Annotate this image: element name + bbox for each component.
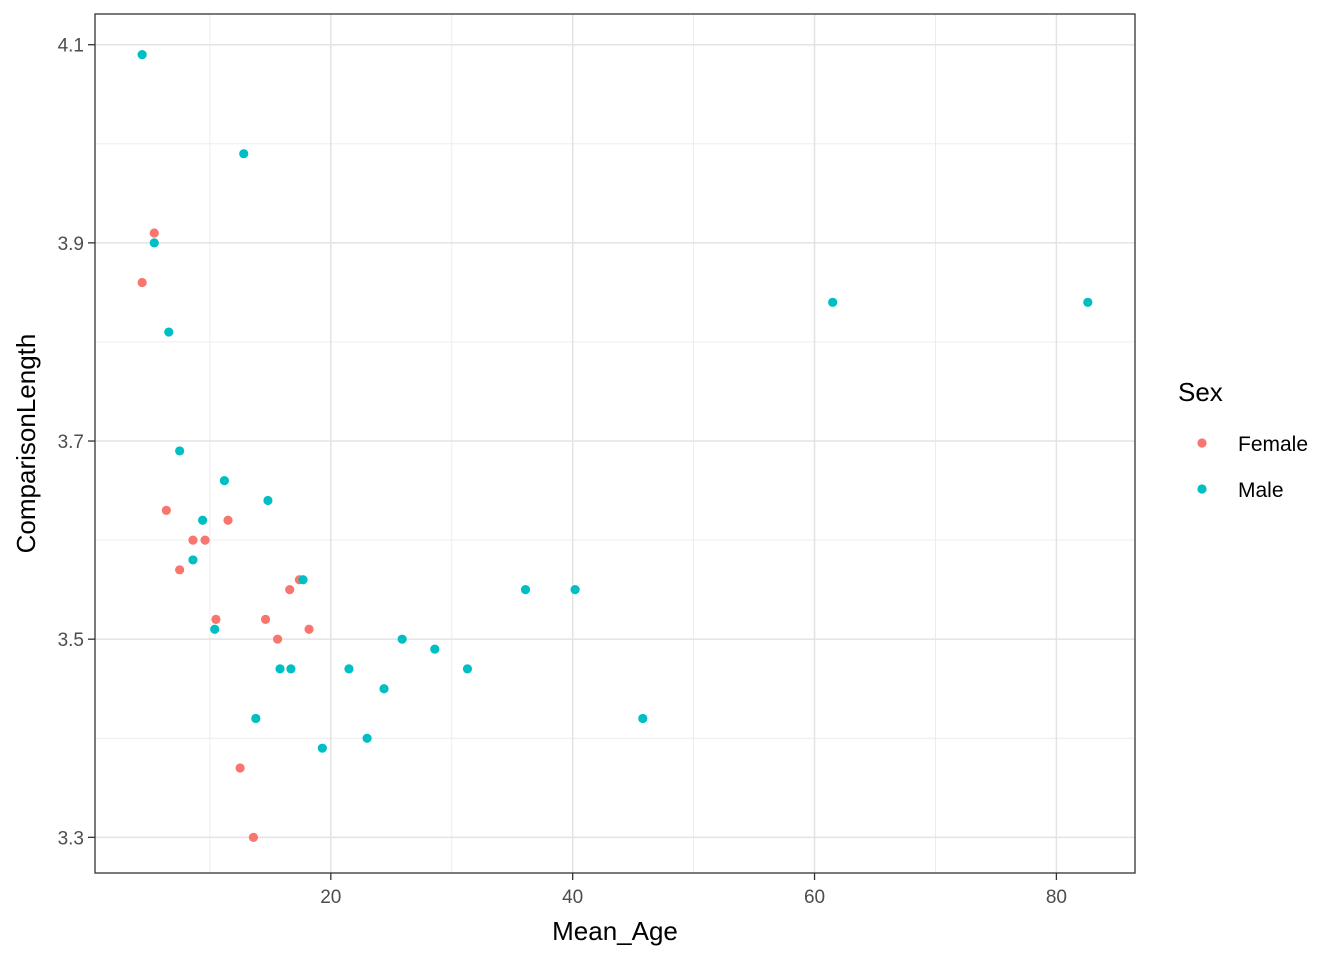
- point-female: [149, 228, 159, 238]
- point-male: [828, 297, 838, 307]
- point-male: [397, 634, 407, 644]
- legend-label-male: Male: [1238, 479, 1284, 502]
- x-tick-label: 20: [320, 887, 341, 908]
- y-tick-label: 3.3: [58, 828, 84, 849]
- legend-title: Sex: [1178, 377, 1223, 407]
- point-male: [137, 50, 147, 60]
- point-male: [239, 149, 249, 159]
- x-tick-label: 60: [804, 887, 825, 908]
- point-male: [570, 585, 580, 595]
- point-female: [211, 614, 221, 624]
- point-female: [200, 535, 210, 545]
- point-male: [430, 644, 440, 654]
- point-female: [248, 832, 259, 842]
- y-tick-label: 3.9: [58, 234, 84, 255]
- point-male: [251, 713, 261, 724]
- point-female: [285, 585, 295, 595]
- point-male: [286, 664, 296, 674]
- data-points: [137, 50, 1093, 842]
- point-female: [175, 565, 185, 575]
- legend-key-female: [1197, 438, 1207, 448]
- point-male: [298, 575, 308, 585]
- point-male: [520, 585, 531, 595]
- point-male: [317, 743, 327, 753]
- legend-items: Female Male: [1197, 433, 1308, 502]
- point-male: [379, 684, 389, 694]
- legend-key-male: [1197, 484, 1207, 494]
- point-male: [164, 327, 174, 337]
- point-female: [223, 515, 233, 525]
- major-gridlines: [95, 14, 1135, 873]
- point-male: [263, 495, 273, 506]
- x-tick-label: 40: [562, 887, 583, 908]
- minor-gridlines: [95, 14, 1135, 873]
- point-female: [161, 505, 171, 515]
- point-male: [149, 238, 159, 248]
- plot-panel-border: [94, 13, 1136, 874]
- point-female: [137, 277, 147, 288]
- y-tick-label: 3.7: [58, 432, 84, 453]
- point-male: [198, 515, 208, 525]
- point-male: [344, 664, 354, 674]
- point-male: [188, 555, 198, 565]
- point-male: [275, 664, 285, 674]
- point-female: [273, 634, 283, 644]
- point-female: [188, 535, 198, 545]
- point-male: [462, 664, 473, 674]
- point-male: [362, 733, 372, 743]
- legend-label-female: Female: [1238, 433, 1308, 456]
- x-axis-ticks: 20 40 60 80: [320, 873, 1067, 908]
- y-axis-title: ComparisonLength: [11, 334, 41, 554]
- y-tick-label: 4.1: [58, 36, 84, 57]
- point-female: [260, 614, 271, 624]
- y-tick-label: 3.5: [58, 630, 84, 651]
- point-female: [304, 624, 314, 634]
- point-male: [1083, 297, 1093, 307]
- y-axis-ticks: 3.3 3.5 3.7 3.9 4.1: [58, 36, 95, 849]
- x-tick-label: 80: [1046, 887, 1067, 908]
- point-male: [638, 713, 648, 724]
- point-female: [235, 763, 245, 773]
- point-male: [175, 446, 185, 456]
- point-male: [210, 624, 220, 634]
- point-male: [219, 476, 229, 486]
- legend: Sex Female Male: [1178, 377, 1308, 502]
- x-axis-title: Mean_Age: [552, 916, 678, 946]
